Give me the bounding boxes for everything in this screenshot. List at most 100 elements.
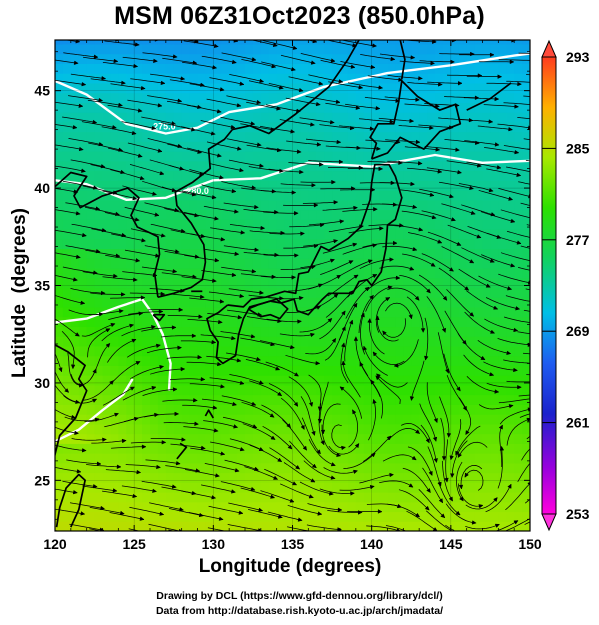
streamline-arrowhead — [424, 355, 429, 361]
streamline — [55, 444, 87, 451]
streamline-arrowhead — [199, 294, 205, 299]
streamline — [319, 310, 346, 340]
streamline — [248, 166, 284, 172]
streamline — [359, 474, 394, 484]
streamline — [269, 447, 300, 470]
streamline — [223, 202, 259, 208]
streamline-arrowhead — [259, 78, 265, 84]
streamline — [419, 60, 455, 63]
streamline-arrowhead — [517, 81, 522, 87]
streamline — [348, 409, 358, 448]
streamline — [86, 464, 121, 468]
streamline — [224, 459, 259, 471]
streamline-arrowhead — [233, 424, 239, 429]
streamline-arrowhead — [151, 125, 157, 131]
streamline — [446, 374, 467, 411]
streamline-arrowhead — [395, 275, 401, 280]
streamline-arrowhead — [455, 147, 460, 152]
x-tick-label: 135 — [281, 536, 305, 552]
streamline — [63, 395, 97, 404]
streamline — [362, 242, 398, 248]
streamline — [463, 354, 494, 376]
streamline — [81, 121, 117, 129]
streamline-arrowhead — [352, 409, 357, 415]
streamline-arrowhead — [434, 545, 438, 548]
streamline — [518, 181, 530, 185]
streamline-arrowhead — [234, 209, 239, 214]
streamline — [483, 361, 518, 371]
streamline-arrowhead — [414, 512, 421, 518]
streamline — [61, 331, 75, 369]
streamline — [223, 245, 259, 251]
streamline — [55, 426, 79, 434]
streamline — [241, 401, 275, 418]
streamline-arrowhead — [115, 253, 121, 258]
streamline — [445, 439, 448, 483]
streamline-arrowhead — [105, 328, 111, 333]
streamline — [71, 438, 107, 441]
streamline — [149, 288, 185, 292]
streamline — [362, 435, 392, 462]
streamline-arrowhead — [298, 295, 304, 301]
streamline — [222, 416, 257, 429]
streamline — [90, 164, 125, 174]
streamline — [110, 169, 145, 180]
streamline-arrowhead — [114, 412, 120, 417]
streamline — [359, 259, 394, 270]
streamline-arrowhead — [199, 171, 205, 177]
streamline-arrowhead — [507, 286, 513, 291]
streamline-arrowhead — [251, 269, 257, 274]
streamline — [166, 356, 202, 359]
streamline-arrowhead — [426, 488, 431, 494]
streamline — [63, 40, 80, 43]
streamline — [110, 297, 145, 299]
streamline — [486, 382, 522, 388]
streamline-arrowhead — [426, 288, 431, 294]
streamline-arrowhead — [151, 385, 157, 391]
streamline — [375, 375, 401, 405]
streamline-arrowhead — [398, 77, 404, 82]
streamline — [268, 297, 304, 300]
streamline-arrowhead — [537, 238, 541, 242]
streamline-arrowhead — [172, 268, 178, 274]
streamline — [161, 272, 197, 278]
coastline — [399, 40, 406, 80]
streamline — [379, 182, 415, 185]
streamline — [308, 374, 322, 411]
streamline — [203, 420, 238, 428]
streamline-arrowhead — [424, 505, 430, 511]
streamline-arrowhead — [430, 60, 436, 66]
streamline-arrowhead — [429, 192, 435, 197]
streamline — [260, 490, 295, 503]
streamline — [331, 424, 346, 449]
streamline — [497, 123, 530, 129]
streamline — [104, 40, 140, 46]
streamline — [181, 190, 217, 199]
streamline-arrowhead — [112, 488, 118, 493]
streamline-arrowhead — [396, 139, 401, 145]
streamline-arrowhead — [140, 85, 146, 91]
streamline-arrowhead — [534, 149, 538, 153]
streamline — [116, 40, 120, 41]
streamline-arrowhead — [177, 98, 183, 103]
streamline-arrowhead — [139, 175, 145, 181]
streamline — [407, 167, 442, 173]
streamline — [125, 464, 161, 468]
streamline — [303, 240, 338, 247]
streamline — [483, 104, 519, 108]
streamline — [289, 440, 317, 469]
streamline-arrowhead — [333, 239, 339, 244]
streamline-arrowhead — [141, 238, 147, 243]
streamline — [288, 376, 313, 407]
streamline-arrowhead — [250, 121, 256, 126]
isotherm-line — [55, 378, 134, 443]
streamline — [55, 274, 78, 281]
streamline-arrowhead — [129, 323, 135, 328]
streamline-arrowhead — [412, 246, 418, 252]
streamline-arrowhead — [450, 59, 455, 65]
streamline — [399, 189, 435, 196]
streamline-arrowhead — [194, 421, 199, 426]
streamline — [500, 38, 535, 39]
streamline-arrowhead — [96, 461, 102, 466]
streamline — [107, 339, 137, 363]
